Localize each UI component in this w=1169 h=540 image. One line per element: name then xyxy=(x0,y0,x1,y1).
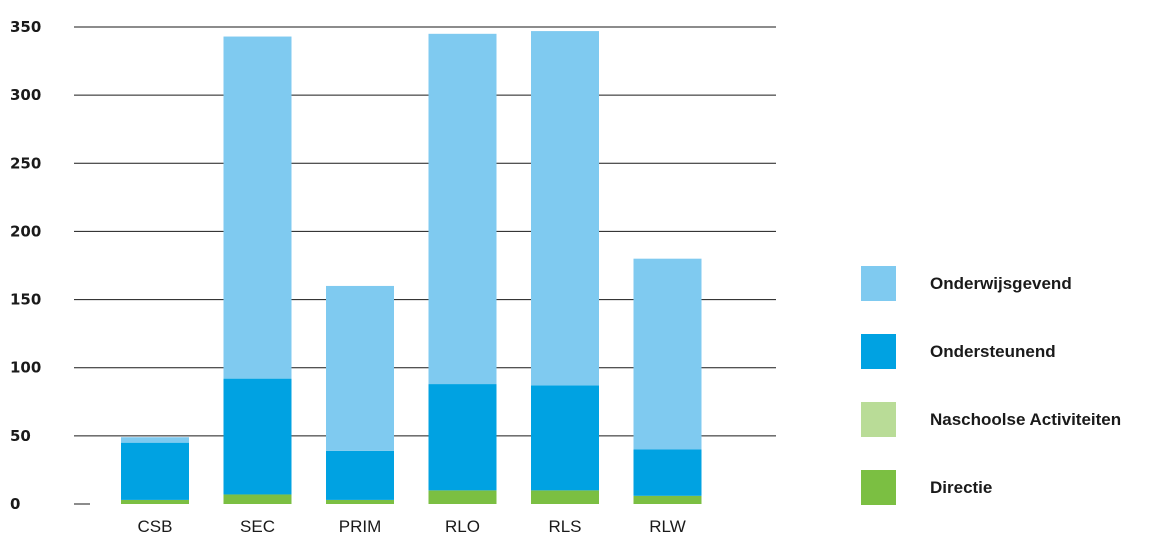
x-axis: CSB SEC PRIM RLO RLS RLW xyxy=(138,517,686,536)
bar-segment-rlo-onderwijsgevend xyxy=(428,33,497,385)
y-axis: 0 50 100 150 200 250 300 350 xyxy=(10,18,41,513)
legend-label: Ondersteunend xyxy=(930,342,1056,361)
x-tick-label: CSB xyxy=(138,517,173,536)
legend-label: Onderwijsgevend xyxy=(930,274,1072,293)
bar-segment-prim-onderwijsgevend xyxy=(326,285,394,451)
gridlines xyxy=(74,26,776,505)
y-tick-label: 250 xyxy=(10,154,41,172)
legend-swatch xyxy=(861,402,896,437)
legend-item-directie: Directie xyxy=(861,470,992,505)
y-tick-label: 350 xyxy=(10,18,41,36)
x-tick-label: PRIM xyxy=(339,517,382,536)
y-tick-label: 300 xyxy=(10,86,41,104)
x-tick-label: RLO xyxy=(445,517,480,536)
legend-label: Naschoolse Activiteiten xyxy=(930,410,1121,429)
y-tick-label: 50 xyxy=(10,427,31,445)
bar-segment-prim-ondersteunend xyxy=(326,450,394,500)
legend-item-ondersteunend: Ondersteunend xyxy=(861,334,1056,369)
legend-label: Directie xyxy=(930,478,992,497)
legend-item-naschoolse-activiteiten: Naschoolse Activiteiten xyxy=(861,402,1121,437)
bar-segment-rlw-directie xyxy=(633,495,702,504)
bar-segment-csb-ondersteunend xyxy=(121,442,189,500)
y-tick-label: 150 xyxy=(10,291,41,309)
x-tick-label: SEC xyxy=(240,517,275,536)
bars xyxy=(121,31,702,504)
legend-swatch xyxy=(861,266,896,301)
y-tick-label: 200 xyxy=(10,222,41,240)
legend-item-onderwijsgevend: Onderwijsgevend xyxy=(861,266,1072,301)
bar-segment-rls-ondersteunend xyxy=(531,385,599,491)
x-tick-label: RLW xyxy=(649,517,686,536)
bar-segment-sec-directie xyxy=(223,494,292,504)
bar-segment-csb-onderwijsgevend xyxy=(121,437,189,443)
bar-segment-rls-directie xyxy=(531,490,599,504)
y-tick-label: 0 xyxy=(10,495,20,513)
legend-swatch xyxy=(861,334,896,369)
y-tick-label: 100 xyxy=(10,359,41,377)
bar-segment-csb-directie xyxy=(121,499,189,504)
legend: Onderwijsgevend Ondersteunend Naschoolse A… xyxy=(861,266,1121,505)
legend-swatch xyxy=(861,470,896,505)
bar-segment-rlw-onderwijsgevend xyxy=(633,258,702,450)
bar-segment-sec-onderwijsgevend xyxy=(223,36,292,379)
bar-segment-rls-onderwijsgevend xyxy=(531,31,599,386)
bar-segment-rlo-directie xyxy=(428,490,497,504)
bar-segment-rlo-ondersteunend xyxy=(428,384,497,491)
bar-segment-rlw-ondersteunend xyxy=(633,449,702,496)
bar-segment-prim-directie xyxy=(326,499,394,504)
x-tick-label: RLS xyxy=(548,517,581,536)
bar-segment-sec-ondersteunend xyxy=(223,378,292,495)
